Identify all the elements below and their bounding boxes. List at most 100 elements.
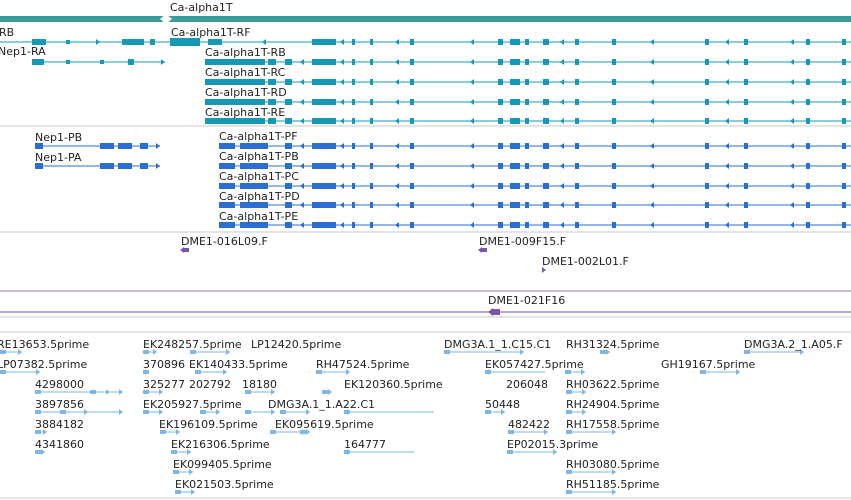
- est-label[interactable]: LP12420.5prime: [251, 338, 342, 351]
- est-block: [485, 410, 491, 414]
- exon-block: [219, 143, 235, 149]
- est-label[interactable]: EK057427.5prime: [485, 358, 584, 371]
- exon-block: [410, 99, 414, 105]
- est-label[interactable]: RH03080.5prime: [566, 458, 660, 471]
- est-label[interactable]: EK140433.5prime: [189, 358, 288, 371]
- est-label[interactable]: EK099405.5prime: [173, 458, 272, 471]
- protein-label[interactable]: Ca-alpha1T-PB: [219, 150, 299, 163]
- transcript-label[interactable]: Ca-alpha1T-RE: [205, 106, 286, 119]
- clone-label[interactable]: DME1-016L09.F: [181, 235, 268, 248]
- protein-label[interactable]: Ca-alpha1T-PF: [219, 130, 298, 143]
- est-label[interactable]: 370896: [143, 358, 185, 371]
- est-label[interactable]: RH17558.5prime: [566, 418, 660, 431]
- strand-arrow: [542, 267, 546, 273]
- est-label[interactable]: RH31324.5prime: [566, 338, 660, 351]
- est-label[interactable]: RH47524.5prime: [316, 358, 410, 371]
- est-label[interactable]: EK120360.5prime: [344, 378, 443, 391]
- exon-block: [410, 222, 414, 228]
- est-label[interactable]: 4341860: [35, 438, 84, 451]
- strand-arrow: [560, 202, 564, 208]
- est-label[interactable]: RH03622.5prime: [566, 378, 660, 391]
- est-label[interactable]: RE13653.5prime: [0, 338, 90, 351]
- exon-block: [525, 163, 529, 169]
- est-label[interactable]: 164777: [344, 438, 386, 451]
- transcript-label[interactable]: Ca-alpha1T-RD: [205, 86, 287, 99]
- exon-block: [705, 222, 709, 228]
- est-label[interactable]: EK196109.5prime: [159, 418, 258, 431]
- est-label[interactable]: EP02015.3prime: [507, 438, 599, 451]
- est-label[interactable]: DMG3A.1_1.A22.C1: [268, 398, 376, 411]
- exon-block: [410, 183, 414, 189]
- protein-label[interactable]: Ca-alpha1T-PE: [219, 210, 299, 223]
- gene-label[interactable]: Ca-alpha1T: [170, 1, 233, 14]
- est-block: [190, 350, 196, 354]
- est-label[interactable]: 50448: [485, 398, 520, 411]
- exon-block: [352, 143, 355, 149]
- est-label[interactable]: 202792: [189, 378, 231, 391]
- est-label[interactable]: 482422: [508, 418, 550, 431]
- strand-arrow: [300, 79, 304, 85]
- strand-arrow: [790, 79, 794, 85]
- exon-block: [543, 183, 549, 189]
- est-label[interactable]: RH24904.5prime: [566, 398, 660, 411]
- strand-arrow: [300, 222, 304, 228]
- est-label[interactable]: EK021503.5prime: [175, 478, 274, 491]
- clone-label[interactable]: DME1-021F16: [488, 294, 566, 307]
- exon-block: [510, 163, 520, 169]
- est-label[interactable]: 206048: [506, 378, 548, 391]
- est-label[interactable]: 3897856: [35, 398, 84, 411]
- exon-block: [100, 60, 104, 64]
- strand-arrow: [582, 389, 586, 395]
- est-block: [322, 390, 328, 394]
- est-label[interactable]: EK248257.5prime: [143, 338, 242, 351]
- transcript-label[interactable]: Ca-alpha1T-RF: [171, 26, 251, 39]
- est-label[interactable]: 18180: [242, 378, 277, 391]
- protein-label[interactable]: Nep1-PA: [35, 151, 82, 164]
- exon-block: [498, 222, 503, 228]
- exon-block: [842, 163, 846, 169]
- est-label[interactable]: LP07382.5prime: [0, 358, 88, 371]
- clone-label[interactable]: DME1-009F15.F: [479, 235, 567, 248]
- transcript-label[interactable]: Ca-alpha1T-RB: [205, 46, 286, 59]
- exon-block: [806, 39, 810, 45]
- exon-block: [705, 183, 709, 189]
- protein-label[interactable]: Nep1-PB: [35, 131, 83, 144]
- exon-block: [352, 59, 355, 65]
- strand-arrow: [300, 163, 304, 169]
- transcript-label[interactable]: Ca-alpha1T-RC: [205, 66, 286, 79]
- exon-block: [140, 143, 148, 149]
- est-block: [200, 410, 206, 414]
- strand-arrow: [395, 39, 399, 45]
- exon-block: [285, 59, 292, 65]
- exon-block: [510, 143, 520, 149]
- exon-block: [744, 183, 748, 189]
- est-block: [60, 410, 66, 414]
- est-label[interactable]: 325277: [143, 378, 185, 391]
- transcript-label[interactable]: RB: [0, 26, 15, 39]
- est-label[interactable]: GH19167.5prime: [661, 358, 756, 371]
- strand-arrow: [187, 449, 191, 455]
- strand-arrow: [306, 409, 310, 415]
- transcript-label[interactable]: Nep1-RA: [0, 45, 46, 58]
- est-label[interactable]: EK216306.5prime: [171, 438, 270, 451]
- est-label[interactable]: EK205927.5prime: [143, 398, 242, 411]
- protein-label[interactable]: Ca-alpha1T-PC: [219, 170, 299, 183]
- est-label[interactable]: DMG3A.1_1.C15.C1: [444, 338, 552, 351]
- strand-arrow: [612, 429, 616, 435]
- exon-block: [806, 143, 810, 149]
- est-block: [171, 450, 177, 454]
- est-label[interactable]: RH51185.5prime: [566, 478, 660, 491]
- protein-label[interactable]: Ca-alpha1T-PD: [219, 190, 300, 203]
- est-label[interactable]: 3884182: [35, 418, 84, 431]
- exon-block: [312, 99, 336, 105]
- est-label[interactable]: EK095619.5prime: [275, 418, 374, 431]
- est-label[interactable]: 4298000: [35, 378, 84, 391]
- exon-block: [410, 143, 414, 149]
- strand-arrow: [176, 429, 180, 435]
- clone-label[interactable]: DME1-002L01.F: [542, 255, 629, 268]
- exon-block: [410, 118, 414, 124]
- exon-block: [352, 118, 355, 124]
- strand-arrow: [790, 39, 794, 45]
- exon-block: [806, 222, 810, 228]
- est-label[interactable]: DMG3A.2_1.A05.F: [744, 338, 843, 351]
